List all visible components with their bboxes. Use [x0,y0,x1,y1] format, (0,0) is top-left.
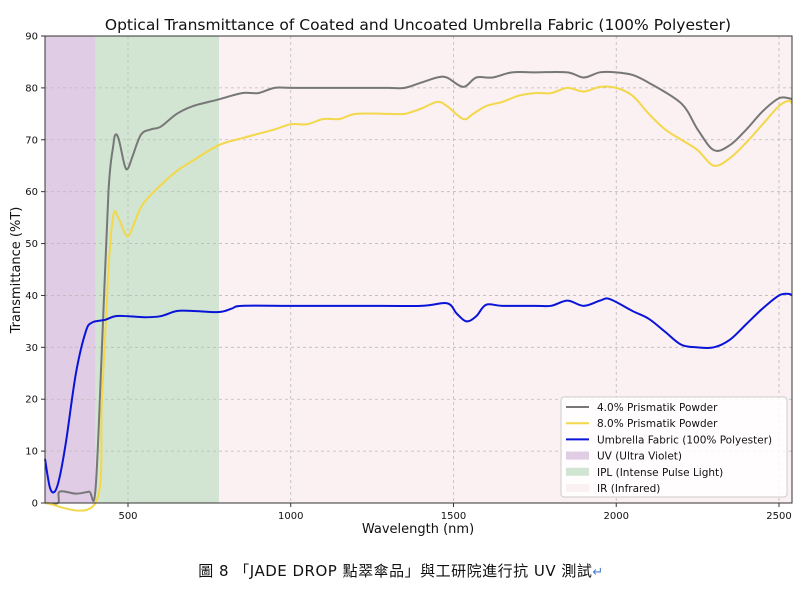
series-line [44,70,793,505]
x-tick-label: 1000 [278,511,303,522]
figure-caption: 圖 8 「JADE DROP 點翠傘品」與工研院進行抗 UV 測試↵ [0,560,802,581]
y-tick-label: 80 [25,83,38,94]
plot-frame [44,35,793,504]
legend-item-label: UV (Ultra Violet) [597,451,682,463]
legend-item-label: IR (Infrared) [597,483,660,495]
y-tick-label: 40 [25,291,38,302]
x-tick-label: 1500 [441,511,466,522]
x-tick-label: 2500 [766,511,791,522]
series-line [44,85,793,512]
legend-item-label: 4.0% Prismatik Powder [597,402,718,414]
legend-item-label: 8.0% Prismatik Powder [597,418,718,430]
x-axis-ticks: 500 1000 1500 2000 2500 [118,503,792,522]
y-axis-label: Transmittance (%T) [9,207,24,335]
x-tick-label: 500 [118,511,137,522]
region-band [45,36,96,503]
transmittance-chart: 500 1000 1500 2000 2500 0102030405060708090 … [9,16,793,537]
x-axis-label: Wavelength (nm) [362,522,474,537]
grid-lines [45,36,792,503]
y-tick-label: 70 [25,135,38,146]
chart-legend: 4.0% Prismatik Powder 8.0% Prismatik Powd… [560,396,788,498]
y-axis-ticks: 0 10 20 30 40 50 60 70 80 90 [25,32,45,510]
legend-item-label: Umbrella Fabric (100% Polyester) [597,434,772,446]
y-tick-label: 0 [32,499,38,510]
legend-item-label: IPL (Intense Pulse Light) [597,467,723,479]
y-tick-label: 30 [25,343,38,354]
y-tick-label: 50 [25,239,38,250]
return-mark-icon: ↵ [592,565,604,580]
region-band [95,36,220,503]
series-line [44,292,793,494]
y-tick-label: 10 [25,447,38,458]
y-tick-label: 20 [25,395,38,406]
chart-title: Optical Transmittance of Coated and Unco… [105,16,731,34]
caption-text: 圖 8 「JADE DROP 點翠傘品」與工研院進行抗 UV 測試 [198,562,593,580]
y-tick-label: 60 [25,187,38,198]
x-tick-label: 2000 [604,511,629,522]
data-series [44,70,793,512]
y-tick-label: 90 [25,32,38,43]
